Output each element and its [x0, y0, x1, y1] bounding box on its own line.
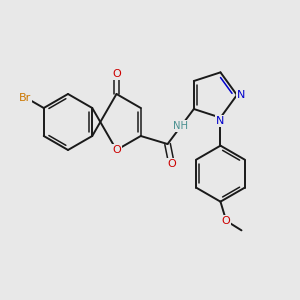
Text: N: N — [216, 116, 225, 126]
Text: O: O — [222, 216, 231, 226]
Text: O: O — [112, 145, 121, 155]
Text: Br: Br — [19, 93, 32, 103]
Text: NH: NH — [173, 121, 188, 131]
Text: O: O — [167, 159, 176, 169]
Text: N: N — [237, 90, 245, 100]
Text: O: O — [112, 69, 121, 79]
